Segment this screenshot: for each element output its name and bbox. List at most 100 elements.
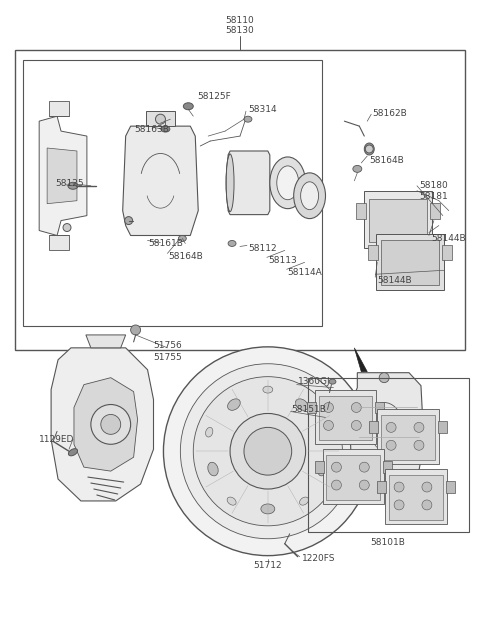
Bar xyxy=(308,377,468,532)
Circle shape xyxy=(324,403,334,412)
Ellipse shape xyxy=(183,103,193,110)
Ellipse shape xyxy=(295,399,308,410)
Ellipse shape xyxy=(317,462,328,476)
Circle shape xyxy=(386,422,396,432)
Polygon shape xyxy=(74,377,138,471)
Polygon shape xyxy=(389,475,443,520)
Polygon shape xyxy=(39,116,87,236)
Circle shape xyxy=(394,482,404,492)
Polygon shape xyxy=(228,151,270,214)
Polygon shape xyxy=(123,126,198,236)
Circle shape xyxy=(193,377,342,526)
Circle shape xyxy=(414,422,424,432)
Polygon shape xyxy=(377,410,439,464)
Ellipse shape xyxy=(353,166,362,172)
Circle shape xyxy=(91,404,131,444)
Text: 58112: 58112 xyxy=(248,244,276,253)
Polygon shape xyxy=(326,455,380,500)
Ellipse shape xyxy=(69,449,78,456)
Ellipse shape xyxy=(263,386,273,393)
Polygon shape xyxy=(381,241,439,285)
Polygon shape xyxy=(446,481,455,493)
Circle shape xyxy=(360,462,369,472)
Text: 58130: 58130 xyxy=(226,26,254,35)
Text: 58151B: 58151B xyxy=(292,405,326,414)
Circle shape xyxy=(351,403,361,412)
Ellipse shape xyxy=(261,504,275,514)
Ellipse shape xyxy=(205,428,213,437)
Circle shape xyxy=(394,500,404,510)
Polygon shape xyxy=(383,461,392,473)
Circle shape xyxy=(332,480,341,490)
Circle shape xyxy=(131,325,141,335)
Ellipse shape xyxy=(208,462,218,476)
Ellipse shape xyxy=(294,173,325,218)
Polygon shape xyxy=(86,335,126,348)
Polygon shape xyxy=(377,481,386,493)
Text: 58162B: 58162B xyxy=(372,108,407,117)
Polygon shape xyxy=(385,469,447,524)
Ellipse shape xyxy=(270,157,306,209)
Circle shape xyxy=(414,440,424,450)
Text: 58164B: 58164B xyxy=(369,157,404,166)
Polygon shape xyxy=(376,234,444,290)
Text: 58144B: 58144B xyxy=(377,275,412,285)
Text: 1220FS: 1220FS xyxy=(301,554,335,563)
Ellipse shape xyxy=(364,143,374,155)
Circle shape xyxy=(63,223,71,232)
Circle shape xyxy=(156,114,166,124)
Polygon shape xyxy=(314,461,324,473)
Polygon shape xyxy=(314,390,376,444)
Polygon shape xyxy=(323,449,384,504)
Circle shape xyxy=(230,413,306,489)
Ellipse shape xyxy=(244,116,252,122)
Circle shape xyxy=(323,410,333,419)
Ellipse shape xyxy=(323,428,330,437)
Polygon shape xyxy=(49,101,69,116)
Text: 58113: 58113 xyxy=(268,256,297,265)
Ellipse shape xyxy=(300,182,319,210)
Polygon shape xyxy=(430,203,440,218)
Bar xyxy=(15,49,465,350)
Text: 1360GJ: 1360GJ xyxy=(298,377,330,386)
Circle shape xyxy=(422,500,432,510)
Text: 51712: 51712 xyxy=(253,561,282,570)
Ellipse shape xyxy=(228,241,236,247)
Polygon shape xyxy=(51,348,154,501)
Text: 58101B: 58101B xyxy=(371,538,406,547)
Ellipse shape xyxy=(329,379,336,384)
Polygon shape xyxy=(47,148,77,204)
Text: 58181: 58181 xyxy=(419,192,448,201)
Circle shape xyxy=(332,462,341,472)
Polygon shape xyxy=(356,203,366,218)
Ellipse shape xyxy=(68,182,78,189)
Text: 58110: 58110 xyxy=(226,16,254,25)
Polygon shape xyxy=(364,191,432,248)
Ellipse shape xyxy=(277,166,299,200)
Text: 1129ED: 1129ED xyxy=(39,435,74,444)
Text: 58125F: 58125F xyxy=(197,92,231,101)
Ellipse shape xyxy=(227,497,236,505)
Polygon shape xyxy=(369,421,378,433)
Bar xyxy=(23,60,322,326)
Circle shape xyxy=(324,421,334,430)
Ellipse shape xyxy=(179,236,186,241)
Circle shape xyxy=(351,421,361,430)
Ellipse shape xyxy=(300,497,309,505)
Polygon shape xyxy=(145,111,175,126)
Circle shape xyxy=(365,145,373,153)
Text: 58125: 58125 xyxy=(55,179,84,188)
Ellipse shape xyxy=(161,126,170,132)
Polygon shape xyxy=(438,421,447,433)
Circle shape xyxy=(324,393,335,403)
Circle shape xyxy=(379,373,389,383)
Text: 58180: 58180 xyxy=(419,181,448,190)
Text: 51756: 51756 xyxy=(153,342,182,351)
Polygon shape xyxy=(375,401,384,413)
Text: 58314: 58314 xyxy=(248,105,276,114)
Circle shape xyxy=(101,415,120,435)
Text: 58163B: 58163B xyxy=(134,125,169,134)
Ellipse shape xyxy=(226,154,234,212)
Circle shape xyxy=(164,347,372,555)
Circle shape xyxy=(386,440,396,450)
